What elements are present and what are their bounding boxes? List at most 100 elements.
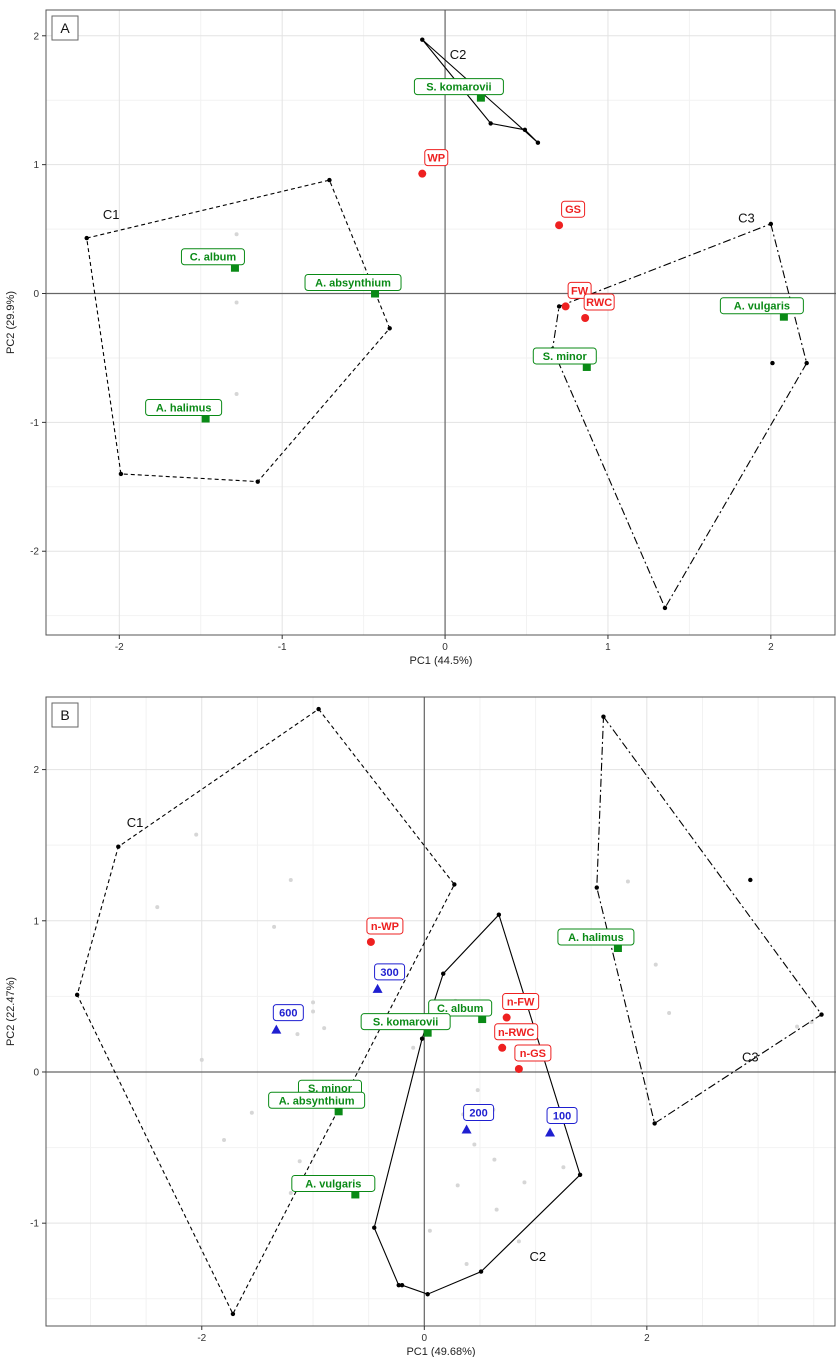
trait-label-text: n-GS — [520, 1048, 546, 1060]
cluster-label-c1: C1 — [103, 207, 120, 222]
hull-vertex — [488, 121, 493, 126]
background-point — [492, 1157, 497, 1162]
trait-label-box — [494, 1023, 539, 1041]
trait-label-box — [502, 993, 540, 1011]
x-tick-label: 2 — [644, 1333, 650, 1344]
cluster-hull-c1 — [76, 708, 456, 1316]
hull-vertex — [452, 882, 457, 887]
species-point — [779, 312, 788, 321]
species-label-text: S. minor — [543, 351, 588, 363]
species-label: A. vulgaris — [719, 297, 804, 315]
background-point — [288, 1190, 293, 1195]
background-point — [199, 1057, 204, 1062]
background-point — [249, 1110, 254, 1115]
x-tick-label: 1 — [605, 642, 611, 653]
hull-vertex — [441, 971, 446, 976]
trait-point — [502, 1013, 511, 1022]
trait-label-box — [583, 293, 615, 311]
species-label-text: A. vulgaris — [305, 1178, 361, 1190]
hull-vertex — [425, 1292, 430, 1297]
species-label: C. album — [428, 999, 493, 1017]
hull-vertex — [556, 304, 562, 309]
background-point — [667, 1011, 672, 1016]
background-point — [653, 962, 658, 967]
x-axis-title: PC1 (44.5%) — [410, 655, 473, 667]
species-label-box — [532, 347, 597, 365]
species-point — [478, 1015, 487, 1024]
cluster-label-c3: C3 — [742, 1049, 759, 1064]
hull-vertex — [327, 177, 332, 183]
trait-label-box — [514, 1044, 552, 1062]
hull-vertex — [387, 326, 392, 331]
trait-point — [514, 1064, 523, 1073]
species-point — [582, 362, 591, 371]
level-point — [271, 1024, 282, 1034]
background-point — [311, 1000, 316, 1005]
hull-vertex — [770, 360, 775, 366]
panel-tag-box — [51, 15, 79, 41]
hull-vertex — [399, 1282, 405, 1288]
level-label-text: 300 — [380, 967, 398, 979]
trait-label-text: n-WP — [371, 921, 399, 933]
background-point — [297, 1159, 302, 1164]
x-tick-label: 0 — [442, 642, 448, 653]
level-label-box — [546, 1106, 578, 1124]
y-tick-label: 2 — [33, 31, 39, 42]
species-label-text: A. absynthium — [315, 278, 391, 290]
background-point — [194, 832, 199, 837]
background-point — [427, 1228, 432, 1233]
level-point — [461, 1124, 472, 1134]
trait-label: WP — [424, 149, 449, 167]
species-label-text: S. komarovii — [426, 82, 491, 94]
y-axis-title: PC2 (22.47%) — [5, 977, 17, 1046]
level-label-text: 600 — [279, 1008, 297, 1020]
species-label-box — [180, 248, 245, 266]
y-tick-label: 0 — [33, 1067, 39, 1078]
trait-label-text: RWC — [586, 297, 612, 309]
species-point — [476, 93, 485, 102]
level-label: 200 — [463, 1103, 495, 1121]
trait-point — [418, 169, 427, 178]
plot-border — [45, 9, 836, 636]
species-label: A. halimus — [557, 928, 635, 946]
species-label-text: A. vulgaris — [734, 301, 790, 313]
plot-background — [46, 10, 836, 635]
hull-vertex — [662, 605, 668, 611]
x-tick-label: 2 — [768, 642, 774, 653]
species-point — [613, 943, 622, 952]
species-point — [423, 1028, 432, 1037]
y-tick-label: -2 — [30, 547, 39, 558]
trait-label-box — [424, 149, 449, 167]
species-label: A. vulgaris — [291, 1174, 376, 1192]
hull-vertex — [496, 912, 502, 917]
trait-point — [561, 302, 570, 311]
species-label-box — [304, 274, 402, 292]
species-label-text: C. album — [437, 1003, 484, 1015]
hull-vertex — [804, 360, 809, 366]
level-label-box — [272, 1004, 304, 1022]
background-point — [472, 1142, 477, 1147]
species-label-text: A. halimus — [156, 403, 212, 415]
background-point — [155, 905, 160, 910]
panel-tag-box — [51, 702, 79, 728]
hull-vertex — [748, 877, 753, 883]
x-tick-label: -2 — [115, 642, 124, 653]
level-label-text: 200 — [469, 1107, 487, 1119]
hull-vertex — [316, 706, 321, 712]
panel-tag: A — [51, 15, 79, 41]
hull-vertex — [522, 127, 528, 133]
background-point — [234, 392, 239, 397]
background-point — [494, 1207, 499, 1212]
trait-point — [498, 1043, 507, 1052]
y-tick-label: 0 — [33, 289, 39, 300]
trait-label-text: n-RWC — [498, 1027, 535, 1039]
background-point — [272, 924, 277, 929]
background-point — [234, 300, 239, 305]
background-point — [455, 1183, 460, 1188]
background-point — [322, 1026, 327, 1031]
species-point — [334, 1107, 343, 1116]
background-point — [295, 1032, 300, 1037]
panel-tag: B — [51, 702, 79, 728]
hull-vertex — [372, 1225, 377, 1230]
